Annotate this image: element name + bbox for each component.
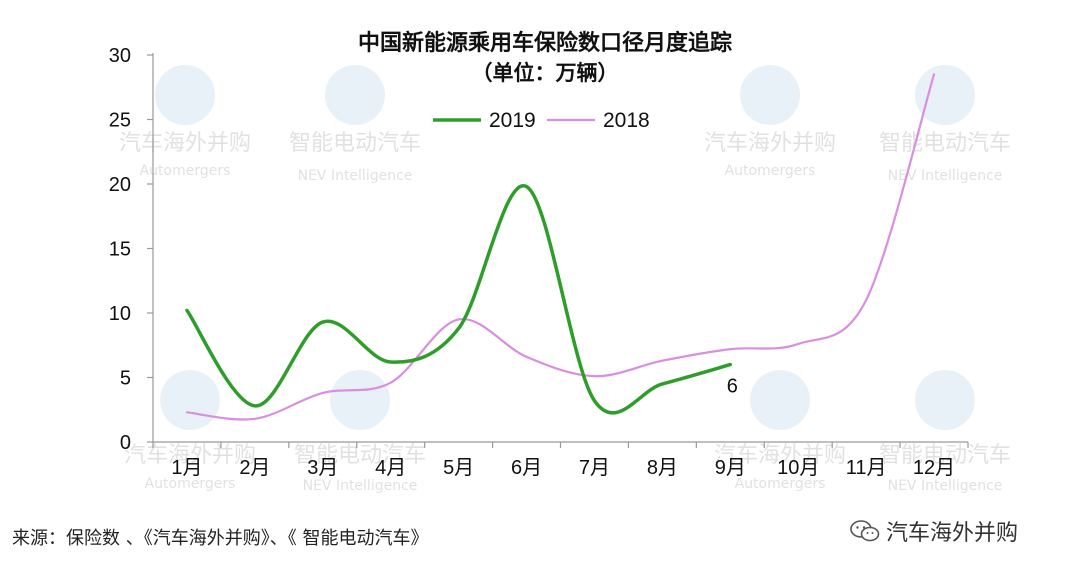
watermark-en: Automergers bbox=[145, 476, 236, 492]
y-tick-label: 0 bbox=[120, 432, 131, 454]
axes: 0 5 10 15 20 25 30 1月 2月 3月 4月 5月 6月 7月 8月 9月 10月 11月 12月 bbox=[109, 45, 969, 479]
x-tick-label: 10月 bbox=[777, 457, 819, 479]
watermark: 智能电动汽车 NEV Intelligence bbox=[879, 65, 1011, 184]
legend-label-2019: 2019 bbox=[489, 109, 536, 132]
x-tick-label: 8月 bbox=[647, 457, 678, 479]
y-tick-label: 30 bbox=[109, 45, 131, 67]
watermark: 汽车海外并购 Automergers bbox=[124, 370, 256, 492]
brand-name: 汽车海外并购 bbox=[886, 521, 1019, 546]
y-tick-label: 15 bbox=[109, 239, 131, 261]
watermark: 智能电动汽车 NEV Intelligence bbox=[294, 370, 426, 494]
x-tick-label: 9月 bbox=[715, 457, 746, 479]
watermark-cn: 汽车海外并购 bbox=[124, 443, 256, 468]
x-tick-label: 11月 bbox=[846, 457, 887, 479]
watermark-logo-icon bbox=[750, 370, 810, 430]
y-tick-label: 20 bbox=[109, 174, 131, 196]
watermark-logo-icon bbox=[915, 370, 975, 430]
watermark-en: NEV Intelligence bbox=[298, 168, 413, 184]
y-tick-label: 25 bbox=[109, 110, 131, 132]
x-tick-label: 3月 bbox=[307, 457, 338, 479]
brand-footer: 汽车海外并购 bbox=[850, 515, 1018, 547]
series-lines: 6 bbox=[185, 73, 936, 421]
watermark: 汽车海外并购 Automergers bbox=[704, 65, 836, 179]
x-tick-label: 4月 bbox=[375, 457, 406, 479]
watermark-logo-icon bbox=[160, 370, 220, 430]
x-tick-label: 7月 bbox=[579, 457, 610, 479]
legend-label-2018: 2018 bbox=[603, 109, 650, 132]
x-tick-label: 2月 bbox=[239, 457, 270, 479]
watermark-cn: 汽车海外并购 bbox=[704, 131, 836, 156]
watermark-en: Automergers bbox=[725, 163, 816, 179]
watermark-logo-icon bbox=[325, 65, 385, 125]
watermark-logo-icon bbox=[740, 65, 800, 125]
source-note: 来源：保险数 、《汽车海外并购》、《 智能电动汽车》 bbox=[12, 528, 429, 549]
watermark-cn: 智能电动汽车 bbox=[289, 131, 421, 156]
series-line-2019 bbox=[185, 184, 733, 415]
y-tick-label: 5 bbox=[120, 368, 131, 390]
watermark-en: Automergers bbox=[140, 163, 231, 179]
x-tick-label: 1月 bbox=[171, 457, 202, 479]
watermark-logo-icon bbox=[155, 65, 215, 125]
watermark-logo-icon bbox=[915, 65, 975, 125]
x-tick-label: 5月 bbox=[443, 457, 474, 479]
x-tick-label: 12月 bbox=[913, 457, 955, 479]
watermark: 汽车海外并购 Automergers bbox=[119, 65, 251, 179]
chart-subtitle: （单位：万辆） bbox=[472, 60, 619, 85]
watermark-cn: 智能电动汽车 bbox=[879, 443, 1011, 468]
watermark-en: NEV Intelligence bbox=[303, 478, 418, 494]
watermark-en: Automergers bbox=[735, 476, 826, 492]
wechat-icon bbox=[850, 520, 880, 542]
watermark-cn: 智能电动汽车 bbox=[879, 131, 1011, 156]
watermark-layer: 汽车海外并购 Automergers 智能电动汽车 NEV Intelligence 汽… bbox=[119, 65, 1011, 494]
watermark-en: NEV Intelligence bbox=[888, 478, 1003, 494]
watermark-cn: 汽车海外并购 bbox=[714, 443, 846, 468]
x-tick-label: 6月 bbox=[511, 457, 542, 479]
watermark: 智能电动汽车 NEV Intelligence bbox=[289, 65, 421, 184]
watermark: 汽车海外并购 Automergers bbox=[714, 370, 846, 492]
watermark-en: NEV Intelligence bbox=[888, 168, 1003, 184]
series-line-2018 bbox=[185, 73, 936, 421]
watermark-cn: 智能电动汽车 bbox=[294, 443, 426, 468]
y-tick-label: 10 bbox=[109, 303, 131, 325]
watermark-logo-icon bbox=[330, 370, 390, 430]
data-label: 6 bbox=[727, 376, 738, 398]
chart-title: 中国新能源乘用车保险数口径月度追踪 bbox=[358, 30, 732, 56]
watermark-cn: 汽车海外并购 bbox=[119, 131, 251, 156]
legend: 2019 2018 bbox=[433, 109, 650, 132]
watermark: 智能电动汽车 NEV Intelligence bbox=[879, 370, 1011, 494]
